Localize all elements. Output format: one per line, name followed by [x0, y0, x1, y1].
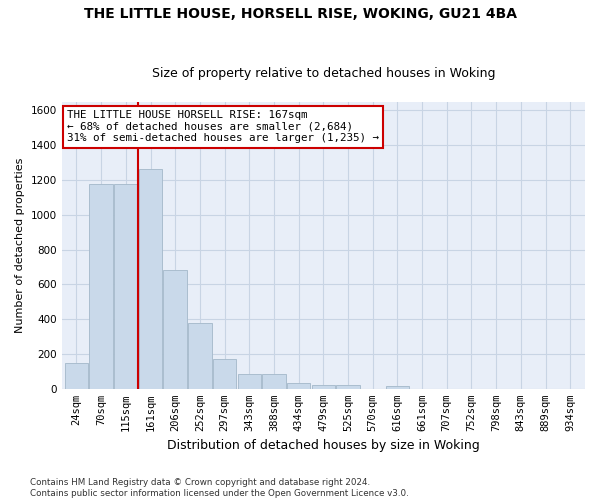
Bar	[386, 386, 409, 389]
Bar	[89, 184, 113, 389]
Bar	[262, 374, 286, 389]
Text: THE LITTLE HOUSE, HORSELL RISE, WOKING, GU21 4BA: THE LITTLE HOUSE, HORSELL RISE, WOKING, …	[83, 8, 517, 22]
Bar	[213, 359, 236, 389]
Bar	[114, 184, 137, 389]
Text: THE LITTLE HOUSE HORSELL RISE: 167sqm
← 68% of detached houses are smaller (2,68: THE LITTLE HOUSE HORSELL RISE: 167sqm ← …	[67, 110, 379, 144]
Text: Contains HM Land Registry data © Crown copyright and database right 2024.
Contai: Contains HM Land Registry data © Crown c…	[30, 478, 409, 498]
Bar	[336, 385, 360, 389]
Title: Size of property relative to detached houses in Woking: Size of property relative to detached ho…	[152, 66, 495, 80]
Bar	[65, 363, 88, 389]
Bar	[139, 168, 162, 389]
X-axis label: Distribution of detached houses by size in Woking: Distribution of detached houses by size …	[167, 440, 480, 452]
Bar	[238, 374, 261, 389]
Bar	[163, 270, 187, 389]
Bar	[311, 385, 335, 389]
Bar	[287, 382, 310, 389]
Bar	[188, 322, 212, 389]
Y-axis label: Number of detached properties: Number of detached properties	[15, 158, 25, 333]
